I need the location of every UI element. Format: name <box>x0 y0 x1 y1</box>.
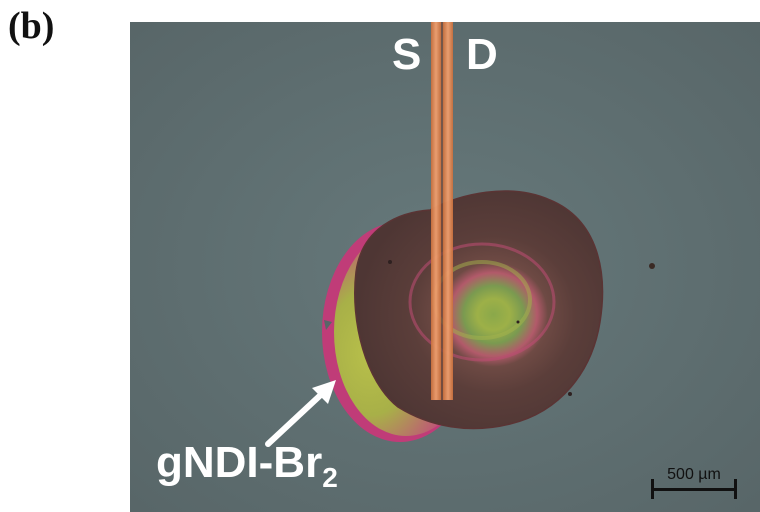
electrode-gap <box>441 22 443 400</box>
source-electrode <box>431 22 441 400</box>
sample-label: gNDI-Br2 <box>156 438 338 494</box>
dust-particle <box>516 320 520 324</box>
scale-bar: 500 µm <box>648 466 740 502</box>
dust-particle <box>388 260 392 264</box>
panel-label: (b) <box>8 5 55 47</box>
sample-label-subscript: 2 <box>322 462 338 493</box>
dust-particle <box>649 263 655 269</box>
drain-label: D <box>466 30 498 79</box>
drain-electrode <box>443 22 453 400</box>
scale-bar-line <box>652 488 736 491</box>
film-notch <box>324 320 332 330</box>
dust-particle <box>568 392 572 396</box>
scale-bar-end-right <box>734 479 737 499</box>
optical-micrograph <box>130 22 760 512</box>
film-body <box>354 190 604 430</box>
pointer-arrow-head <box>312 380 336 404</box>
source-label: S <box>392 30 422 79</box>
pointer-arrow-shaft <box>265 387 329 447</box>
scale-bar-label: 500 µm <box>667 466 721 483</box>
film-ring-pink <box>408 242 556 362</box>
sample-label-main: gNDI-Br <box>156 438 323 487</box>
